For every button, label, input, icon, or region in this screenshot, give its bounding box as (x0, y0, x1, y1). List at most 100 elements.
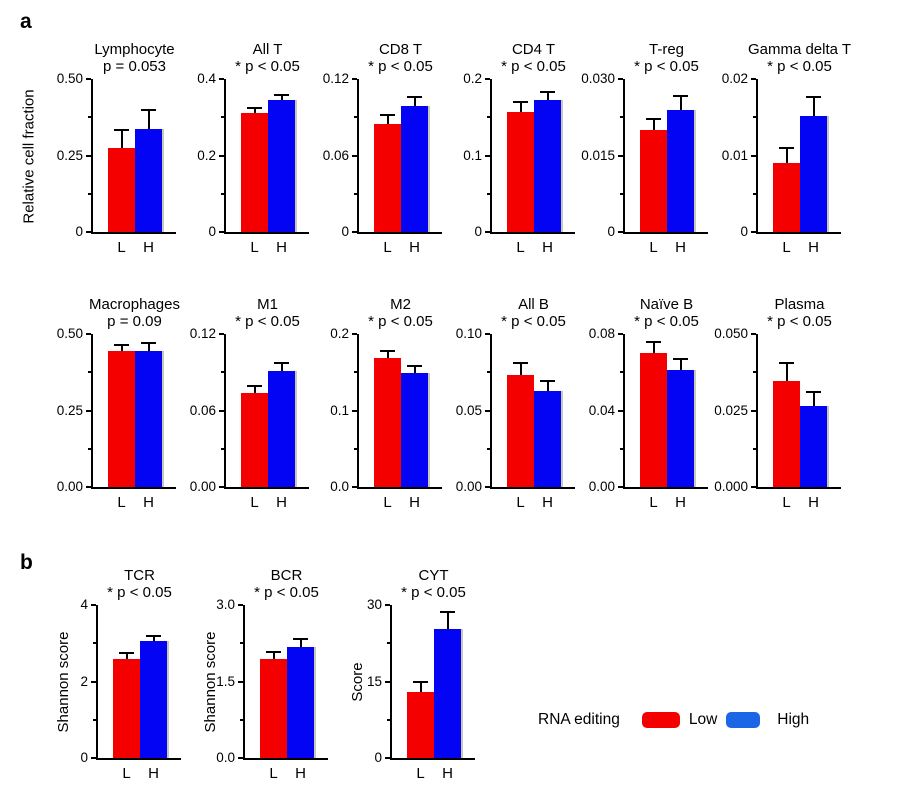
x-category-label: H (295, 765, 306, 782)
chart-title: Plasma (774, 296, 825, 313)
y-tick-label: 2 (80, 673, 88, 689)
x-axis-line (224, 487, 309, 489)
y-axis-tick (86, 486, 91, 488)
error-bar-cap (380, 113, 395, 116)
x-category-label: H (675, 239, 686, 256)
significance-label: * p < 0.05 (501, 313, 566, 330)
significance-label: p = 0.09 (107, 313, 162, 330)
y-axis-tick (751, 333, 756, 335)
chart-m1: M1 * p < 0.05 0.12 0.06 0.00 L H (181, 296, 309, 514)
y-tick-label: 0 (740, 224, 748, 239)
x-category-label: H (808, 239, 819, 256)
y-tick-label: 0.01 (721, 147, 748, 163)
y-axis-line (224, 79, 226, 234)
y-tick-label: 0.04 (588, 402, 615, 418)
bar-low (640, 130, 667, 232)
x-category-label: H (542, 494, 553, 511)
error-bar-cap (247, 107, 262, 110)
error-bar-stem (419, 681, 422, 692)
bar-low (108, 147, 135, 232)
y-tick-label: 0 (80, 750, 88, 765)
y-axis-tick (751, 78, 756, 80)
x-category-label: L (416, 765, 425, 782)
y-tick-label: 0 (474, 224, 482, 239)
y-axis-minor-tick (753, 192, 756, 195)
y-tick-label: 0 (374, 750, 382, 765)
x-category-label: H (409, 239, 420, 256)
x-category-label: L (122, 765, 131, 782)
chart-lymphocyte: Lymphocyte p = 0.053 0.50 0.25 0 L H (48, 41, 176, 259)
y-axis-line (357, 79, 359, 234)
bar-high (667, 370, 694, 487)
error-bar-cap (413, 680, 428, 683)
x-axis-line (91, 232, 176, 234)
legend-low-swatch (641, 712, 680, 728)
y-tick-label: 0.0 (216, 750, 235, 765)
y-axis-minor-tick (88, 192, 91, 195)
bar-low (507, 375, 534, 487)
x-category-label: H (276, 494, 287, 511)
significance-label: * p < 0.05 (767, 58, 832, 75)
x-axis-line (243, 758, 328, 760)
chart-m2: M2 * p < 0.05 0.2 0.1 0.0 L H (314, 296, 442, 514)
error-bar-cap (646, 117, 661, 120)
y-axis-tick (238, 757, 243, 759)
x-category-label: H (276, 239, 287, 256)
y-tick-label: 4 (80, 597, 88, 612)
x-axis-line (756, 232, 841, 234)
error-bar-stem (280, 363, 283, 371)
y-axis-tick (238, 680, 243, 683)
chart-naive-b: Naïve B * p < 0.05 0.08 0.04 0.00 L H (580, 296, 708, 514)
legend-high-label: High (777, 711, 810, 728)
y-axis-tick (618, 154, 623, 157)
y-axis-tick (91, 604, 96, 606)
significance-label: * p < 0.05 (235, 313, 300, 330)
significance-label: * p < 0.05 (368, 313, 433, 330)
error-bar-cap (806, 391, 821, 394)
error-bar-stem (125, 652, 128, 659)
significance-label: * p < 0.05 (634, 58, 699, 75)
chart-title: All T (252, 41, 283, 58)
significance-label: * p < 0.05 (767, 313, 832, 330)
x-axis-line (96, 758, 181, 760)
y-axis-tick (485, 78, 490, 80)
significance-label: * p < 0.05 (368, 58, 433, 75)
y-axis-tick (86, 333, 91, 335)
y-axis-tick (91, 680, 96, 683)
y-tick-label: 0.000 (714, 479, 748, 494)
y-axis-minor-tick (354, 447, 357, 450)
error-bar-cap (247, 384, 262, 387)
x-category-label: H (442, 765, 453, 782)
y-axis-tick (86, 409, 91, 412)
error-bar-stem (386, 350, 389, 358)
significance-label: * p < 0.05 (107, 584, 172, 601)
y-tick-label: 0.2 (463, 71, 482, 86)
chart-title: Macrophages (89, 296, 180, 313)
y-axis-tick (485, 409, 490, 412)
chart-title: M2 (390, 296, 411, 313)
x-axis-line (357, 487, 442, 489)
x-category-label: L (383, 239, 392, 256)
y-tick-label: 0.4 (197, 71, 216, 86)
y-axis-tick (86, 231, 91, 233)
y-axis-tick (91, 757, 96, 759)
chart-all-t: All T * p < 0.05 0.4 0.2 0 L H (181, 41, 309, 259)
error-bar-cap (673, 357, 688, 360)
error-bar-stem (253, 385, 256, 393)
y-axis-tick (618, 409, 623, 412)
significance-label: p = 0.053 (103, 58, 166, 75)
chart-title: CD8 T (378, 41, 423, 58)
y-axis-tick (385, 604, 390, 606)
y-axis-minor-tick (88, 371, 91, 374)
y-axis-minor-tick (354, 371, 357, 374)
x-category-label: L (117, 239, 126, 256)
y-tick-label: 0.00 (455, 479, 482, 494)
error-bar-cap (540, 91, 555, 93)
error-bar-stem (785, 147, 788, 164)
error-bar-stem (546, 381, 549, 391)
y-axis-tick (485, 486, 490, 488)
error-bar-stem (519, 101, 522, 112)
error-bar-cap (806, 95, 821, 98)
bar-high (401, 105, 428, 232)
y-axis-tick (352, 231, 357, 233)
